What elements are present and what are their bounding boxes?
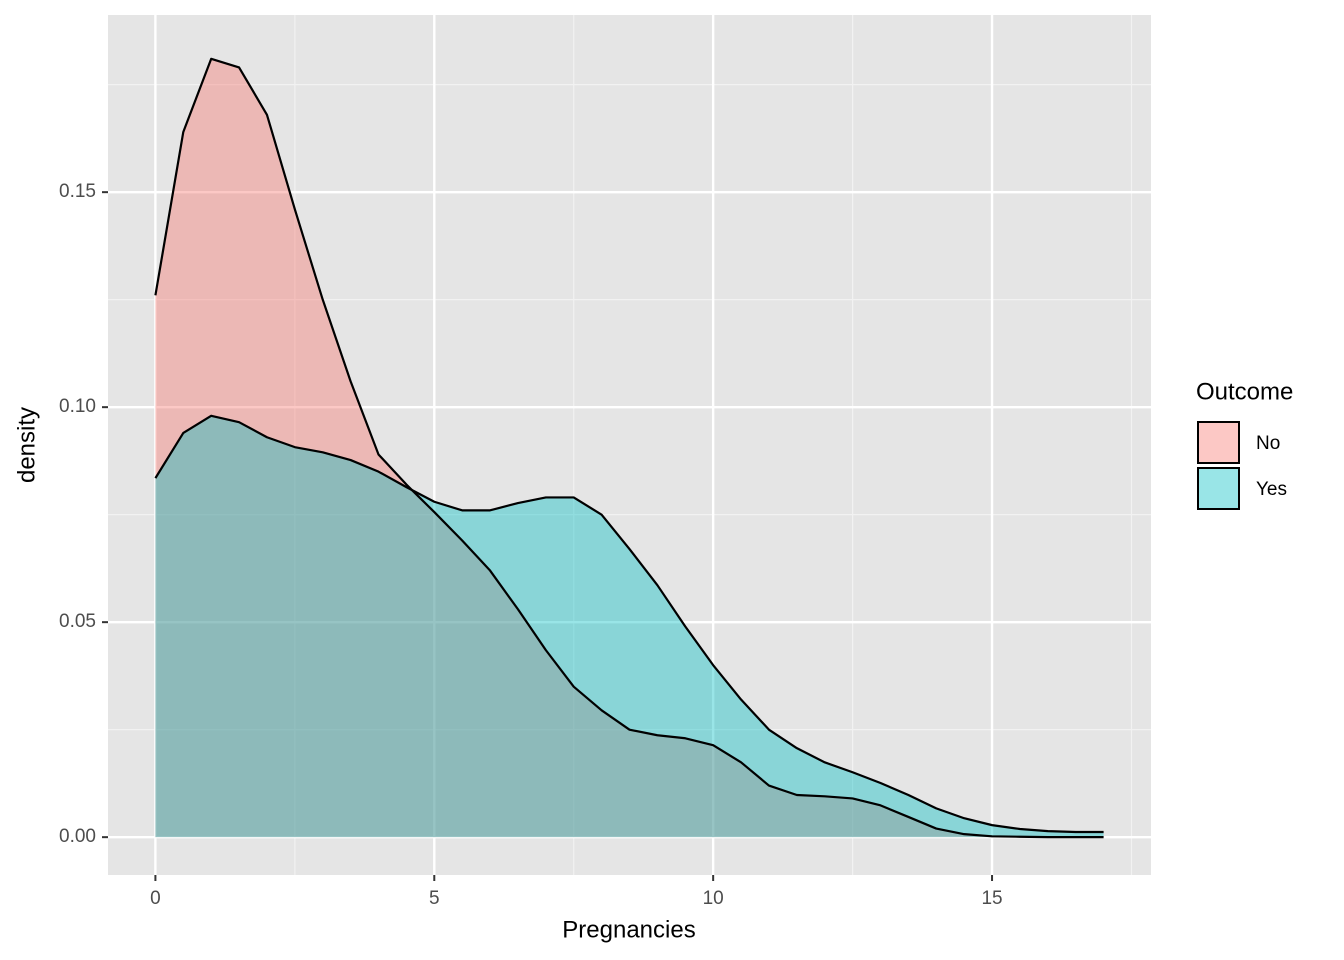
density-line	[154, 57, 1104, 839]
x-tick-label: 10	[703, 888, 724, 909]
legend-key	[1197, 421, 1240, 464]
y-tick-label: 0.00	[59, 826, 96, 847]
y-tick-label: 0.15	[59, 181, 96, 202]
legend-key-bg	[1197, 467, 1240, 510]
density-area	[155, 58, 1104, 838]
legend-key	[1197, 467, 1240, 510]
x-axis-title: Pregnancies	[562, 916, 695, 943]
x-tick-label: 0	[150, 888, 161, 909]
y-tick-label: 0.05	[59, 611, 96, 632]
density-area	[155, 415, 1104, 838]
y-tick-label: 0.10	[59, 396, 96, 417]
density-line	[154, 414, 1104, 834]
x-tick-label: 5	[429, 888, 440, 909]
y-axis-title: density	[13, 407, 40, 483]
legend-title: Outcome	[1196, 378, 1293, 405]
panel	[108, 15, 1151, 875]
legend-key-bg	[1197, 421, 1240, 464]
legend-label: No	[1256, 433, 1280, 454]
legend-label: Yes	[1256, 479, 1287, 500]
x-tick-label: 15	[981, 888, 1002, 909]
